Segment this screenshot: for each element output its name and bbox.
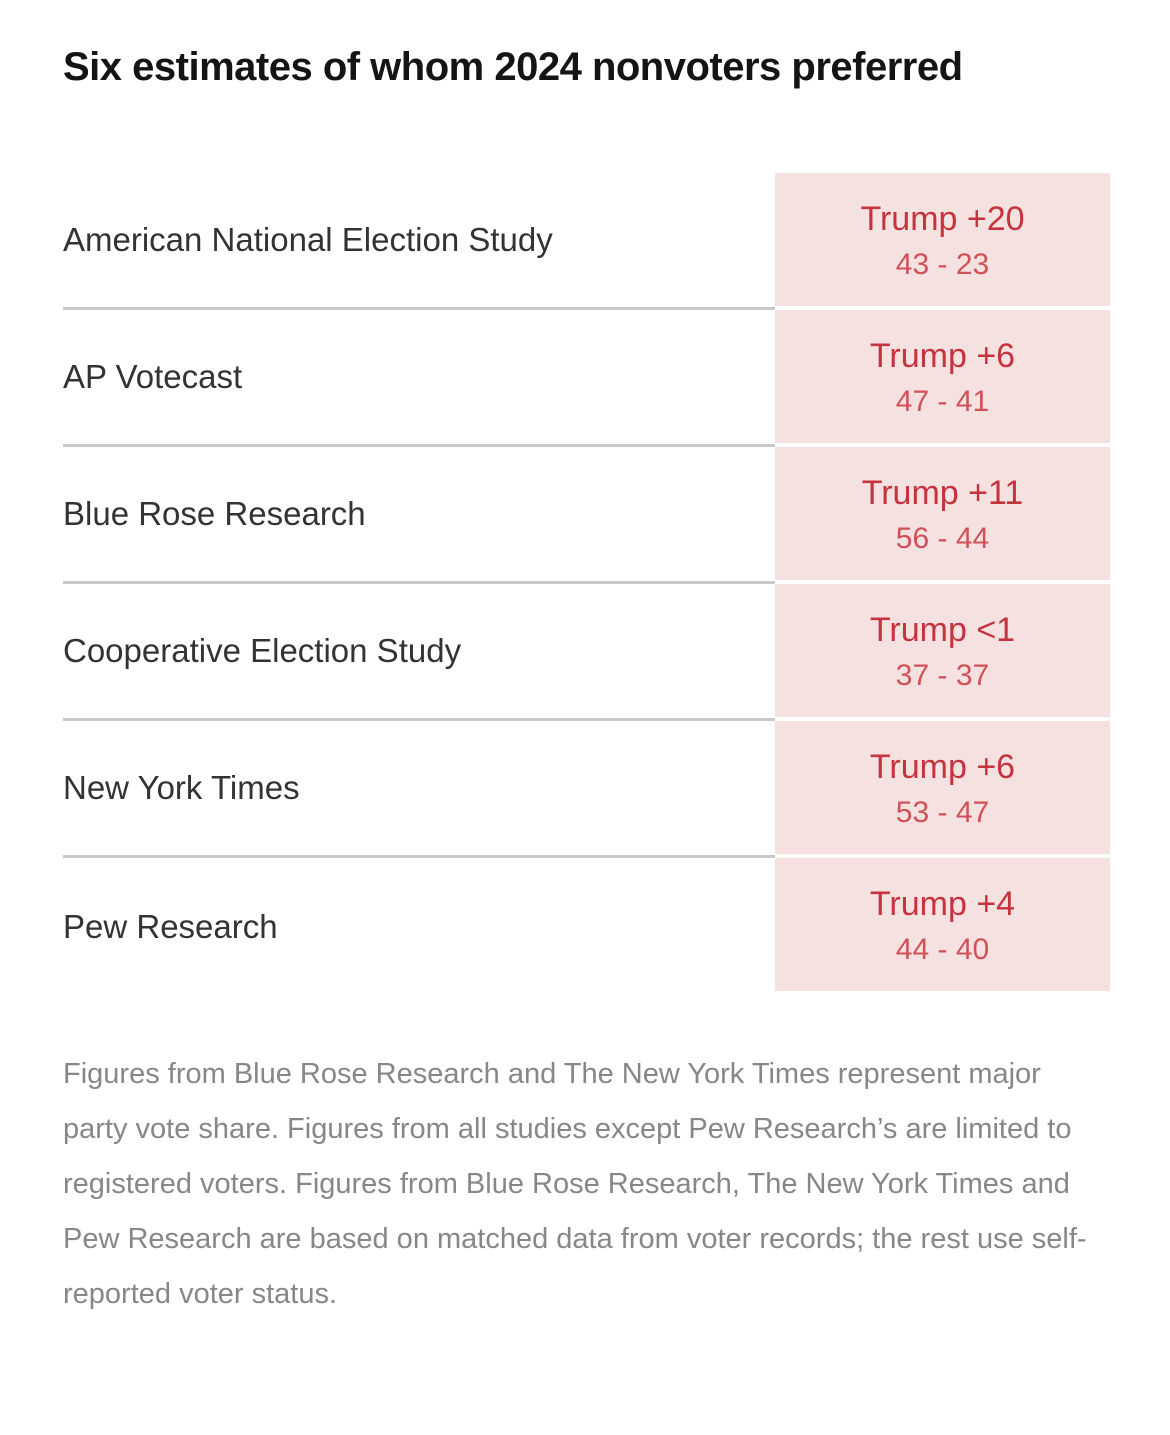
result-cell: Trump +11 56 - 44 [775,447,1110,580]
margin-label: Trump +6 [869,747,1016,786]
study-name: AP Votecast [63,310,775,447]
table-row: New York Times Trump +6 53 - 47 [63,721,1110,858]
study-name: Pew Research [63,907,278,945]
share-values: 53 - 47 [895,795,990,829]
margin-label: Trump +6 [869,336,1016,375]
study-name: American National Election Study [63,173,775,310]
result-cell: Trump +6 53 - 47 [775,721,1110,854]
margin-label: Trump +20 [860,199,1025,238]
share-values: 37 - 37 [895,658,990,692]
page-title: Six estimates of whom 2024 nonvoters pre… [63,45,963,89]
share-values: 44 - 40 [895,932,990,966]
table-row: AP Votecast Trump +6 47 - 41 [63,310,1110,447]
margin-label: Trump +4 [869,884,1016,923]
share-values: 43 - 23 [895,247,990,281]
margin-label: Trump +11 [861,473,1024,512]
study-name: Blue Rose Research [63,447,775,584]
result-cell: Trump +6 47 - 41 [775,310,1110,443]
study-name: Cooperative Election Study [63,584,775,721]
table-row: Cooperative Election Study Trump <1 37 -… [63,584,1110,721]
result-cell: Trump <1 37 - 37 [775,584,1110,717]
table-row: American National Election Study Trump +… [63,173,1110,310]
table-row: Pew Research Trump +4 44 - 40 [63,858,1110,995]
footnote: Figures from Blue Rose Research and The … [63,1058,1087,1310]
share-values: 56 - 44 [895,521,990,555]
result-cell: Trump +4 44 - 40 [775,858,1110,991]
share-values: 47 - 41 [895,384,990,418]
study-name: New York Times [63,721,775,858]
table-row: Blue Rose Research Trump +11 56 - 44 [63,447,1110,584]
estimates-table: American National Election Study Trump +… [63,173,1110,995]
result-cell: Trump +20 43 - 23 [775,173,1110,306]
margin-label: Trump <1 [869,610,1016,649]
